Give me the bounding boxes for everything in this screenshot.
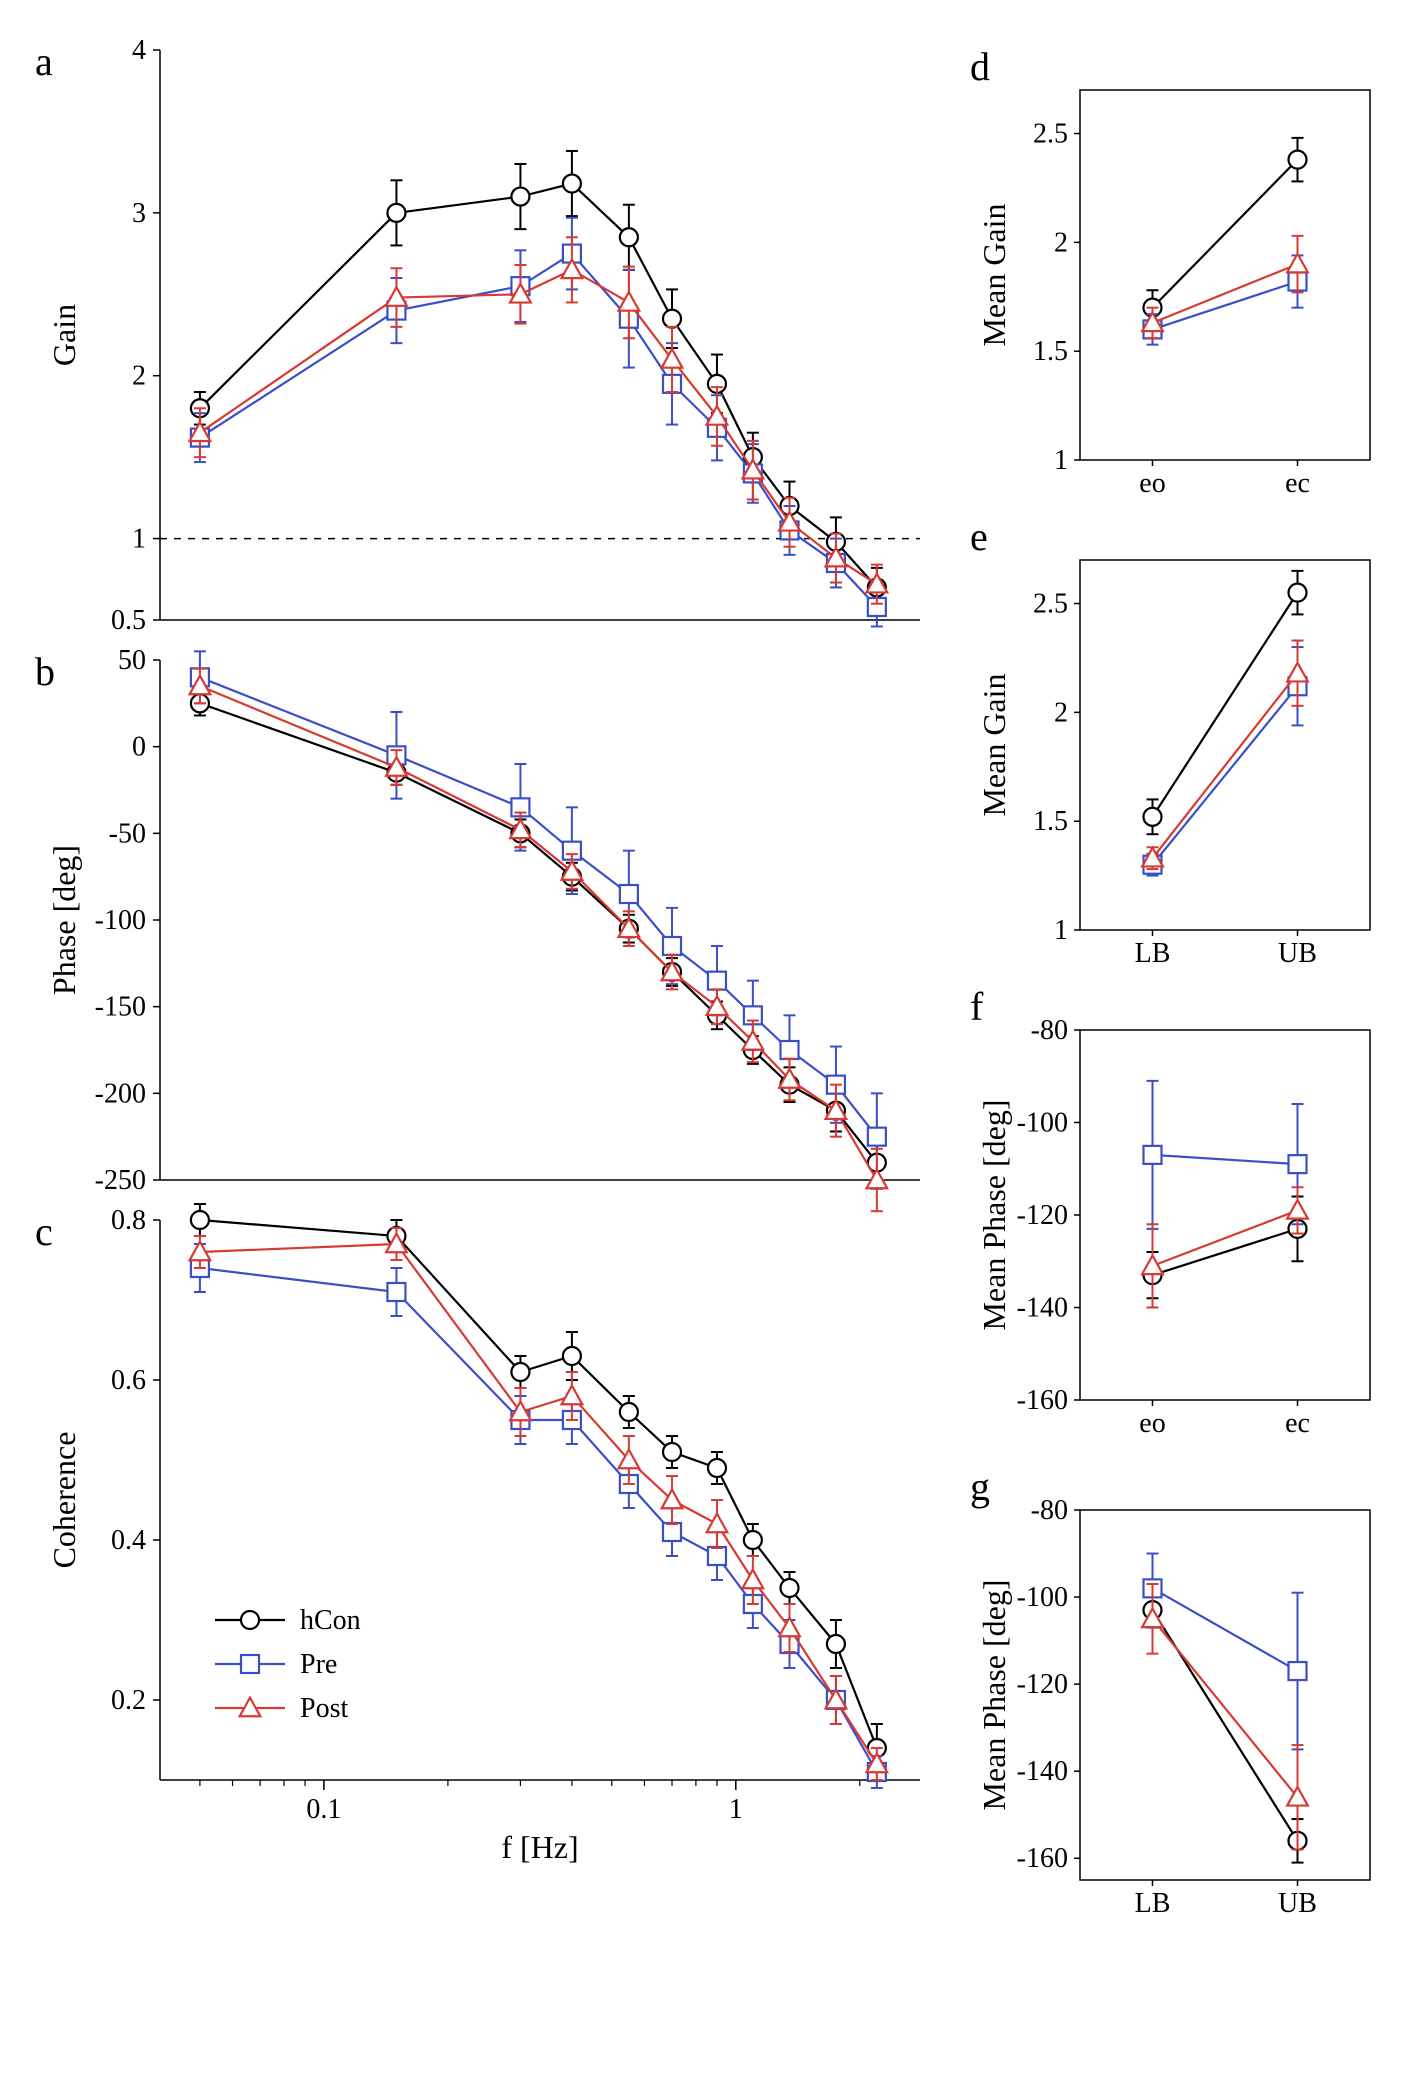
svg-text:UB: UB [1278, 1888, 1317, 1919]
svg-text:-100: -100 [1017, 1582, 1068, 1613]
svg-text:f [Hz]: f [Hz] [501, 1829, 578, 1865]
svg-text:hCon: hCon [300, 1605, 361, 1636]
svg-text:0.2: 0.2 [111, 1685, 146, 1716]
svg-text:Mean Phase [deg]: Mean Phase [deg] [976, 1099, 1012, 1330]
svg-text:c: c [35, 1209, 53, 1254]
svg-text:ec: ec [1285, 1408, 1310, 1439]
figure-container: a 0.5 1 2 3 4 Gain b -250 -200 -150 -100 -50 0 50 Phase… [20, 20, 1418, 2063]
svg-text:f: f [970, 984, 984, 1029]
svg-text:2: 2 [132, 361, 146, 392]
svg-text:LB: LB [1135, 1888, 1171, 1919]
svg-text:1.5: 1.5 [1033, 336, 1068, 367]
svg-text:0.4: 0.4 [111, 1525, 146, 1556]
svg-text:e: e [970, 514, 988, 559]
svg-text:1: 1 [1054, 445, 1068, 476]
svg-text:-150: -150 [95, 992, 146, 1023]
svg-text:-50: -50 [109, 818, 146, 849]
svg-text:-120: -120 [1017, 1200, 1068, 1231]
svg-text:-100: -100 [1017, 1108, 1068, 1139]
svg-text:-120: -120 [1017, 1669, 1068, 1700]
svg-text:Mean Gain: Mean Gain [976, 673, 1012, 816]
svg-text:2.5: 2.5 [1033, 119, 1068, 150]
svg-text:Mean Phase [deg]: Mean Phase [deg] [976, 1579, 1012, 1810]
svg-text:-200: -200 [95, 1078, 146, 1109]
svg-text:a: a [35, 39, 53, 84]
svg-text:1.5: 1.5 [1033, 806, 1068, 837]
svg-text:2: 2 [1054, 227, 1068, 258]
svg-text:Coherence: Coherence [46, 1432, 82, 1569]
svg-text:0: 0 [132, 732, 146, 763]
svg-text:g: g [970, 1464, 990, 1509]
svg-text:2.5: 2.5 [1033, 589, 1068, 620]
svg-text:1: 1 [729, 1794, 743, 1825]
svg-text:-140: -140 [1017, 1756, 1068, 1787]
svg-text:50: 50 [118, 645, 146, 676]
svg-text:1: 1 [1054, 915, 1068, 946]
svg-text:0.8: 0.8 [111, 1205, 146, 1236]
figure-svg: a 0.5 1 2 3 4 Gain b -250 -200 -150 -100 -50 0 50 Phase… [20, 20, 1418, 2063]
svg-text:-80: -80 [1031, 1495, 1068, 1526]
svg-text:2: 2 [1054, 697, 1068, 728]
svg-text:UB: UB [1278, 938, 1317, 969]
svg-text:-140: -140 [1017, 1293, 1068, 1324]
svg-text:Gain: Gain [46, 304, 82, 366]
svg-text:Post: Post [300, 1693, 348, 1724]
svg-text:0.5: 0.5 [111, 605, 146, 636]
svg-text:-160: -160 [1017, 1843, 1068, 1874]
svg-text:eo: eo [1139, 1408, 1165, 1439]
svg-text:0.6: 0.6 [111, 1365, 146, 1396]
svg-text:d: d [970, 44, 990, 89]
svg-text:eo: eo [1139, 468, 1165, 499]
svg-text:4: 4 [132, 35, 146, 66]
svg-text:-80: -80 [1031, 1015, 1068, 1046]
svg-text:-250: -250 [95, 1165, 146, 1196]
svg-text:Pre: Pre [300, 1649, 337, 1680]
svg-text:-160: -160 [1017, 1385, 1068, 1416]
svg-text:LB: LB [1135, 938, 1171, 969]
svg-text:1: 1 [132, 524, 146, 555]
svg-text:ec: ec [1285, 468, 1310, 499]
svg-text:3: 3 [132, 198, 146, 229]
svg-text:Phase [deg]: Phase [deg] [46, 845, 82, 995]
svg-text:-100: -100 [95, 905, 146, 936]
svg-text:0.1: 0.1 [306, 1794, 341, 1825]
svg-text:b: b [35, 649, 55, 694]
svg-text:Mean Gain: Mean Gain [976, 203, 1012, 346]
